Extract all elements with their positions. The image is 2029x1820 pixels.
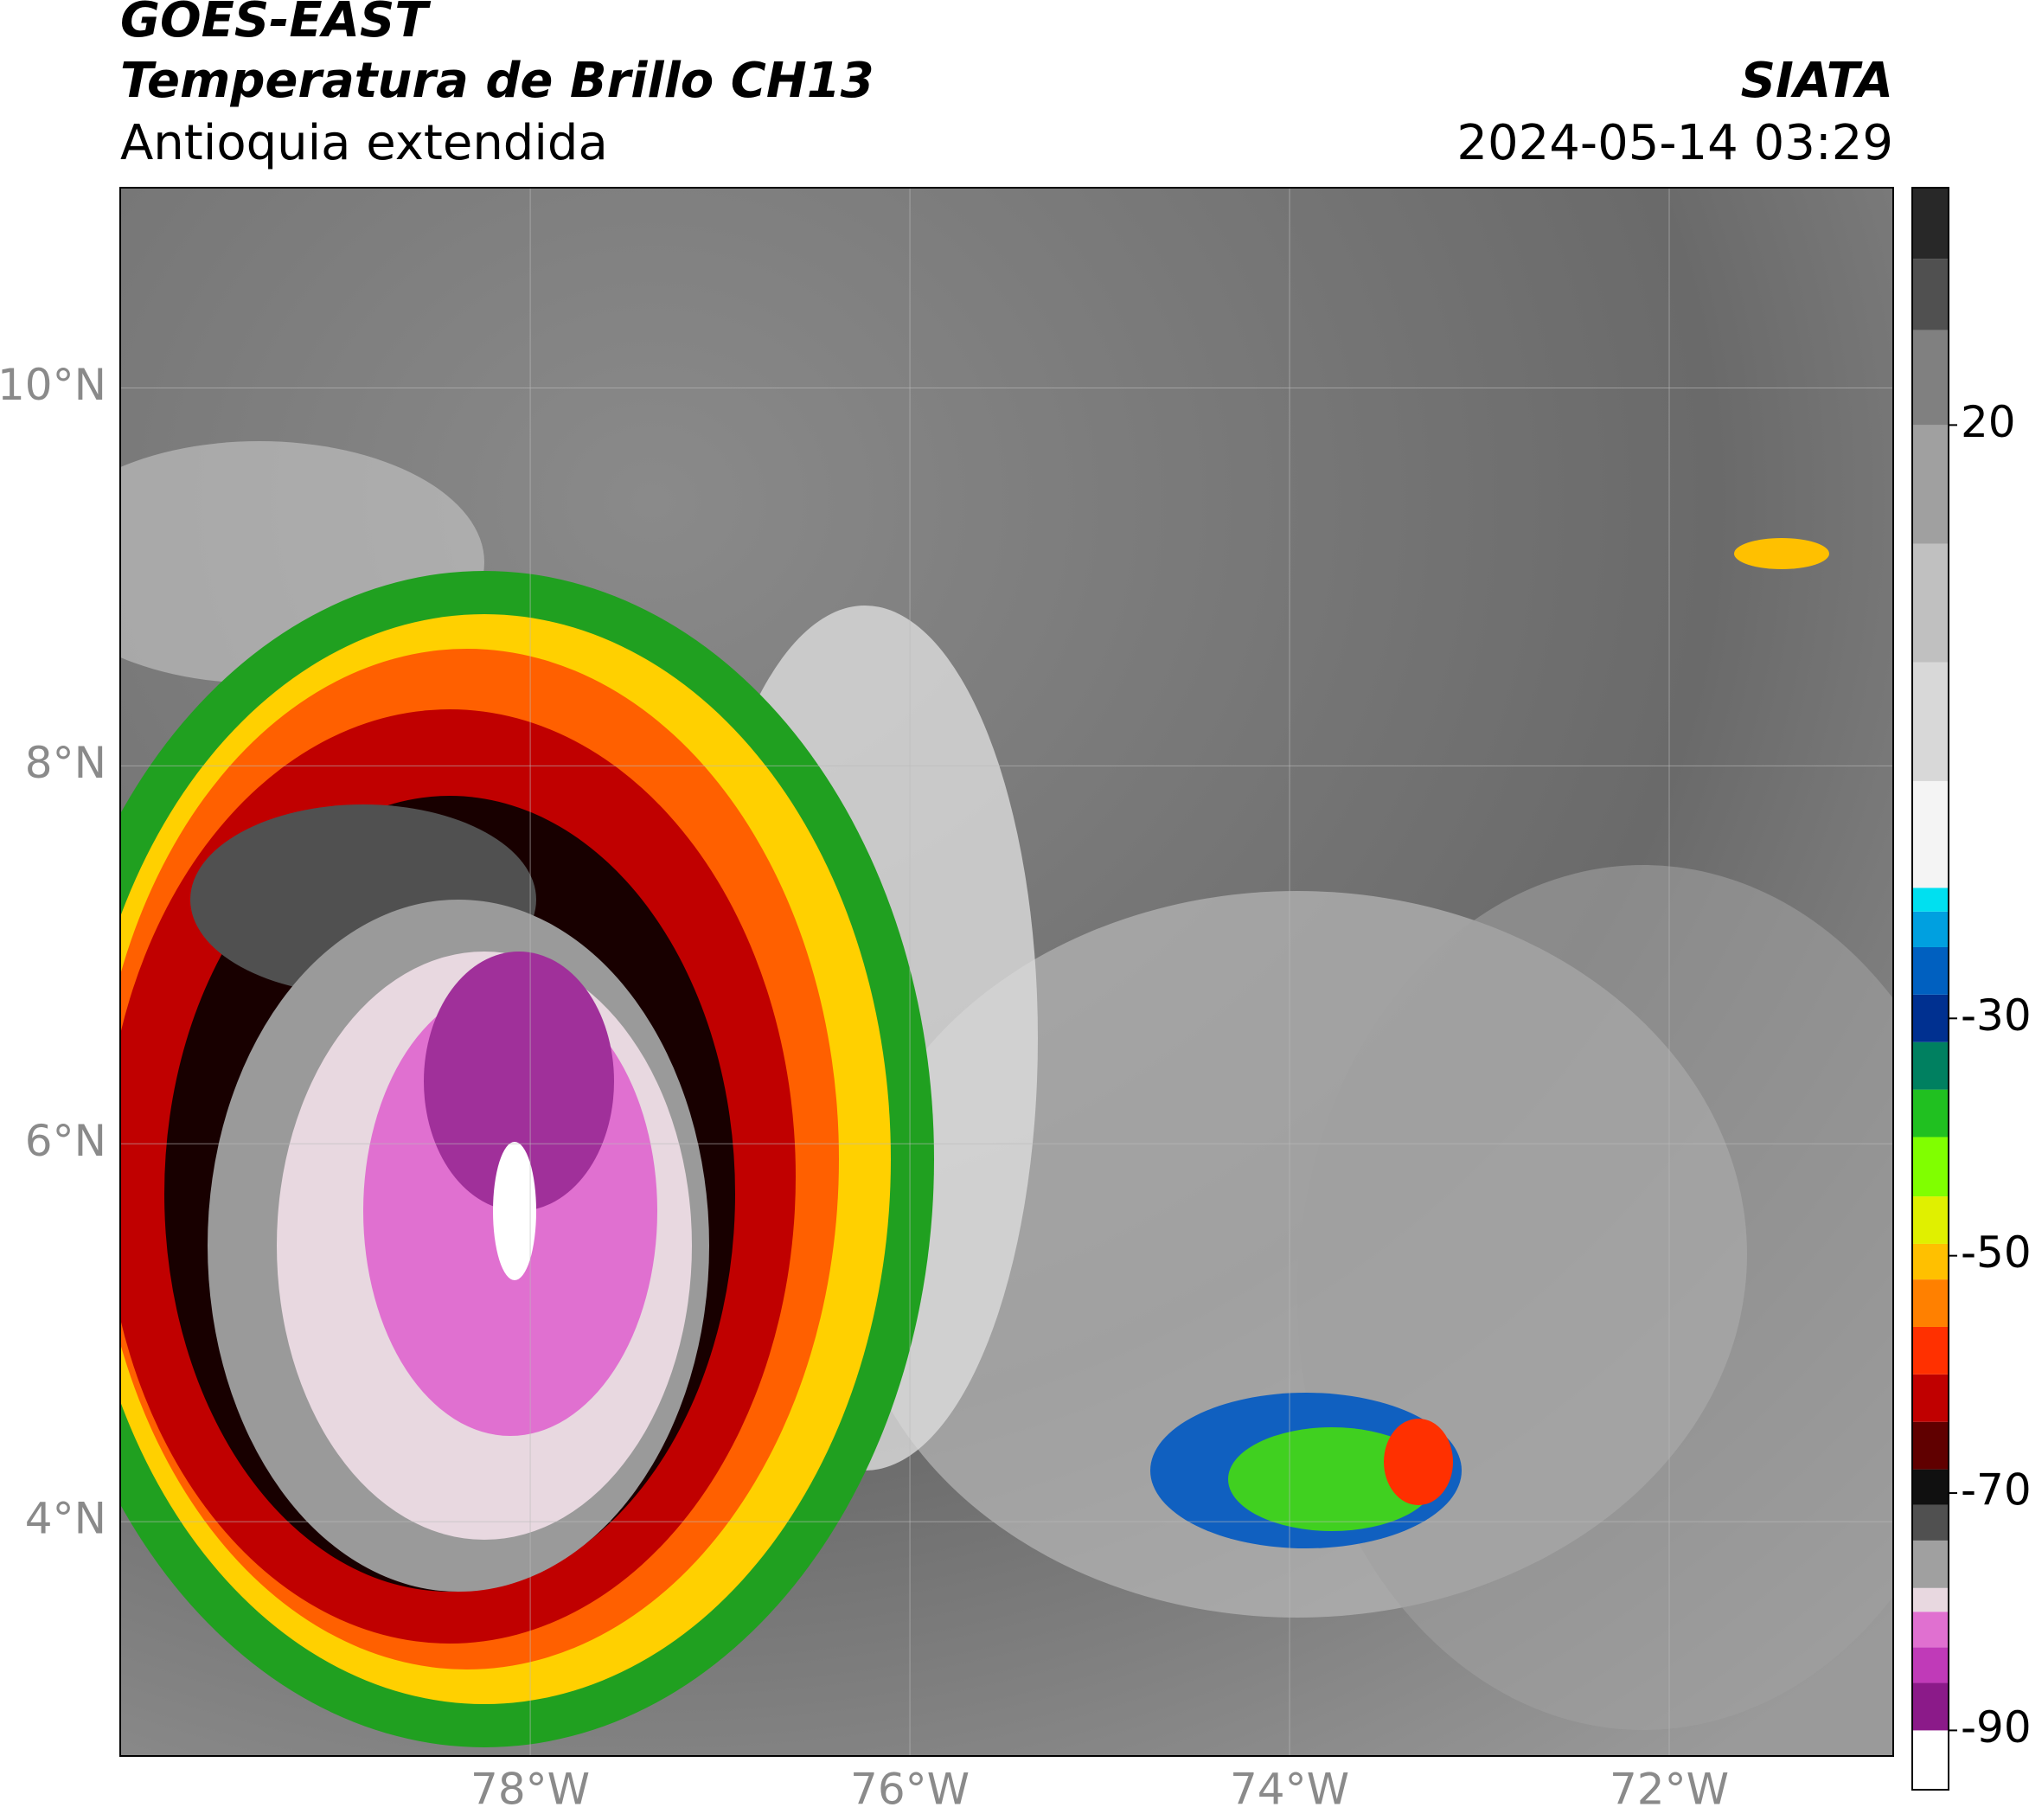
title: GOES-EAST	[120, 0, 431, 48]
x-tick-label: 74°W	[1230, 1765, 1349, 1815]
subtitle: Temperatura de Brillo CH13	[120, 53, 874, 109]
colorbar-band	[1912, 1137, 1949, 1197]
satellite-image	[120, 188, 1893, 1756]
datetime: 2024-05-14 03:29	[1456, 115, 1893, 171]
colorbar-band	[1912, 1196, 1949, 1244]
colorbar-band	[1912, 1587, 1949, 1612]
colorbar-band	[1912, 1730, 1949, 1790]
colorbar-tick-label: -70	[1961, 1465, 2029, 1516]
colorbar-tick-label: -90	[1961, 1702, 2029, 1753]
colorbar-band	[1912, 946, 1949, 995]
colorbar-band	[1912, 1504, 1949, 1541]
colorbar-band	[1912, 1682, 1949, 1731]
colorbar-tick-label: -30	[1961, 990, 2029, 1041]
colorbar-band	[1912, 1089, 1949, 1138]
colorbar-band	[1912, 780, 1949, 888]
colorbar-band	[1912, 330, 1949, 426]
colorbar-tick-label: 20	[1961, 397, 2016, 447]
colorbar-band	[1912, 888, 1949, 912]
source: SIATA	[1741, 53, 1893, 109]
colorbar-band	[1912, 543, 1949, 663]
colorbar-band	[1912, 1469, 1949, 1505]
colorbar-band	[1912, 425, 1949, 544]
colorbar-band	[1912, 1279, 1949, 1327]
y-tick-label: 8°N	[25, 738, 106, 788]
region: Antioquia extendida	[120, 115, 608, 171]
colorbar-band	[1912, 1421, 1949, 1470]
colorbar-band	[1912, 188, 1949, 260]
y-tick-label: 10°N	[0, 360, 106, 410]
colorbar-frame	[1911, 187, 1949, 1791]
colorbar-band	[1912, 1041, 1949, 1090]
colorbar-band	[1912, 259, 1949, 330]
colorbar-band	[1912, 994, 1949, 1042]
y-tick-label: 6°N	[25, 1116, 106, 1166]
x-tick-label: 72°W	[1610, 1765, 1729, 1815]
x-tick-label: 78°W	[470, 1765, 590, 1815]
colorbar-band	[1912, 1540, 1949, 1588]
y-tick-label: 4°N	[25, 1494, 106, 1544]
x-tick-label: 76°W	[850, 1765, 970, 1815]
map-frame	[119, 187, 1894, 1757]
colorbar-band	[1912, 1374, 1949, 1422]
colorbar-tick-label: -50	[1961, 1227, 2029, 1278]
colorbar-band	[1912, 662, 1949, 781]
colorbar-band	[1912, 911, 1949, 947]
colorbar-band	[1912, 1326, 1949, 1375]
colorbar-band	[1912, 1612, 1949, 1648]
colorbar-band	[1912, 1647, 1949, 1683]
colorbar-band	[1912, 1243, 1949, 1280]
